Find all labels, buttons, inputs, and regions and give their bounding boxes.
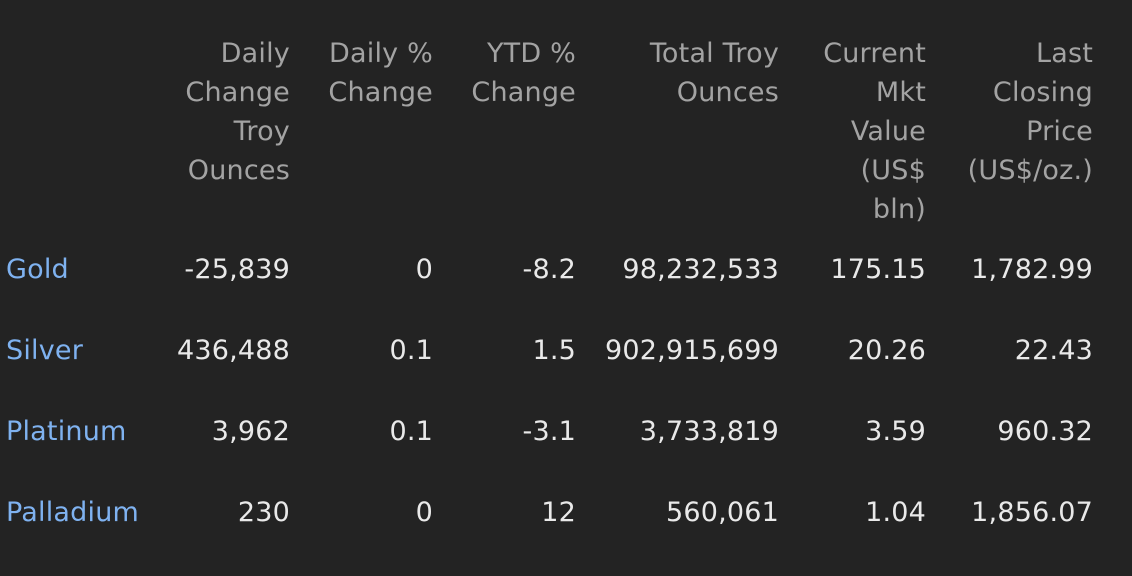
table-row-gold: Gold -25,839 0 -8.2 98,232,533 175.15 1,…	[0, 229, 1132, 310]
cell-last-price: 960.32	[997, 416, 1093, 447]
table-header-row: Daily Change Troy Ounces Daily % Change …	[0, 0, 1132, 229]
cell-daily-pct: 0	[415, 497, 433, 528]
cell-mkt-value: 1.04	[865, 497, 926, 528]
table-row-silver: Silver 436,488 0.1 1.5 902,915,699 20.26…	[0, 310, 1132, 391]
cell-spacer	[1093, 472, 1132, 553]
cell-last-price: 1,782.99	[971, 254, 1093, 285]
cell-total-oz: 98,232,533	[622, 254, 779, 285]
cell-mkt-value: 175.15	[830, 254, 926, 285]
cell-spacer	[1093, 310, 1132, 391]
cell-mkt-value: 20.26	[847, 335, 926, 366]
cell-mkt-value: 3.59	[865, 416, 926, 447]
metal-column-header	[0, 0, 160, 229]
cell-last-price: 22.43	[1014, 335, 1093, 366]
cell-daily-change-oz: 3,962	[211, 416, 290, 447]
header-ytd-pct-change: YTD % Change	[471, 38, 576, 108]
table-row-platinum: Platinum 3,962 0.1 -3.1 3,733,819 3.59 9…	[0, 391, 1132, 472]
cell-daily-change-oz: 436,488	[176, 335, 290, 366]
cell-last-price: 1,856.07	[971, 497, 1093, 528]
cell-total-oz: 560,061	[665, 497, 779, 528]
header-total-troy-ounces: Total Troy Ounces	[649, 38, 779, 108]
cell-ytd-pct: 12	[541, 497, 576, 528]
metal-link-platinum[interactable]: Platinum	[6, 416, 127, 447]
cell-spacer	[1093, 229, 1132, 310]
cell-total-oz: 3,733,819	[639, 416, 779, 447]
header-last-closing-price: Last Closing Price (US$/oz.)	[967, 38, 1093, 186]
header-daily-change-troy-ounces: Daily Change Troy Ounces	[185, 38, 290, 186]
cell-spacer	[1093, 391, 1132, 472]
cell-ytd-pct: 1.5	[532, 335, 576, 366]
cell-ytd-pct: -3.1	[522, 416, 576, 447]
header-daily-pct-change: Daily % Change	[328, 38, 433, 108]
cell-daily-pct: 0.1	[389, 335, 433, 366]
cell-daily-pct: 0.1	[389, 416, 433, 447]
table-row-palladium: Palladium 230 0 12 560,061 1.04 1,856.07	[0, 472, 1132, 553]
cell-daily-change-oz: -25,839	[184, 254, 290, 285]
cell-daily-pct: 0	[415, 254, 433, 285]
cell-total-oz: 902,915,699	[605, 335, 779, 366]
metal-link-silver[interactable]: Silver	[6, 335, 84, 366]
cell-daily-change-oz: 230	[237, 497, 290, 528]
header-current-mkt-value: Current Mkt Value (US$ bln)	[823, 38, 926, 225]
precious-metals-holdings-table: Daily Change Troy Ounces Daily % Change …	[0, 0, 1132, 553]
metal-link-gold[interactable]: Gold	[6, 254, 69, 285]
cell-ytd-pct: -8.2	[522, 254, 576, 285]
metal-link-palladium[interactable]: Palladium	[6, 497, 140, 528]
header-spacer	[1093, 0, 1132, 229]
